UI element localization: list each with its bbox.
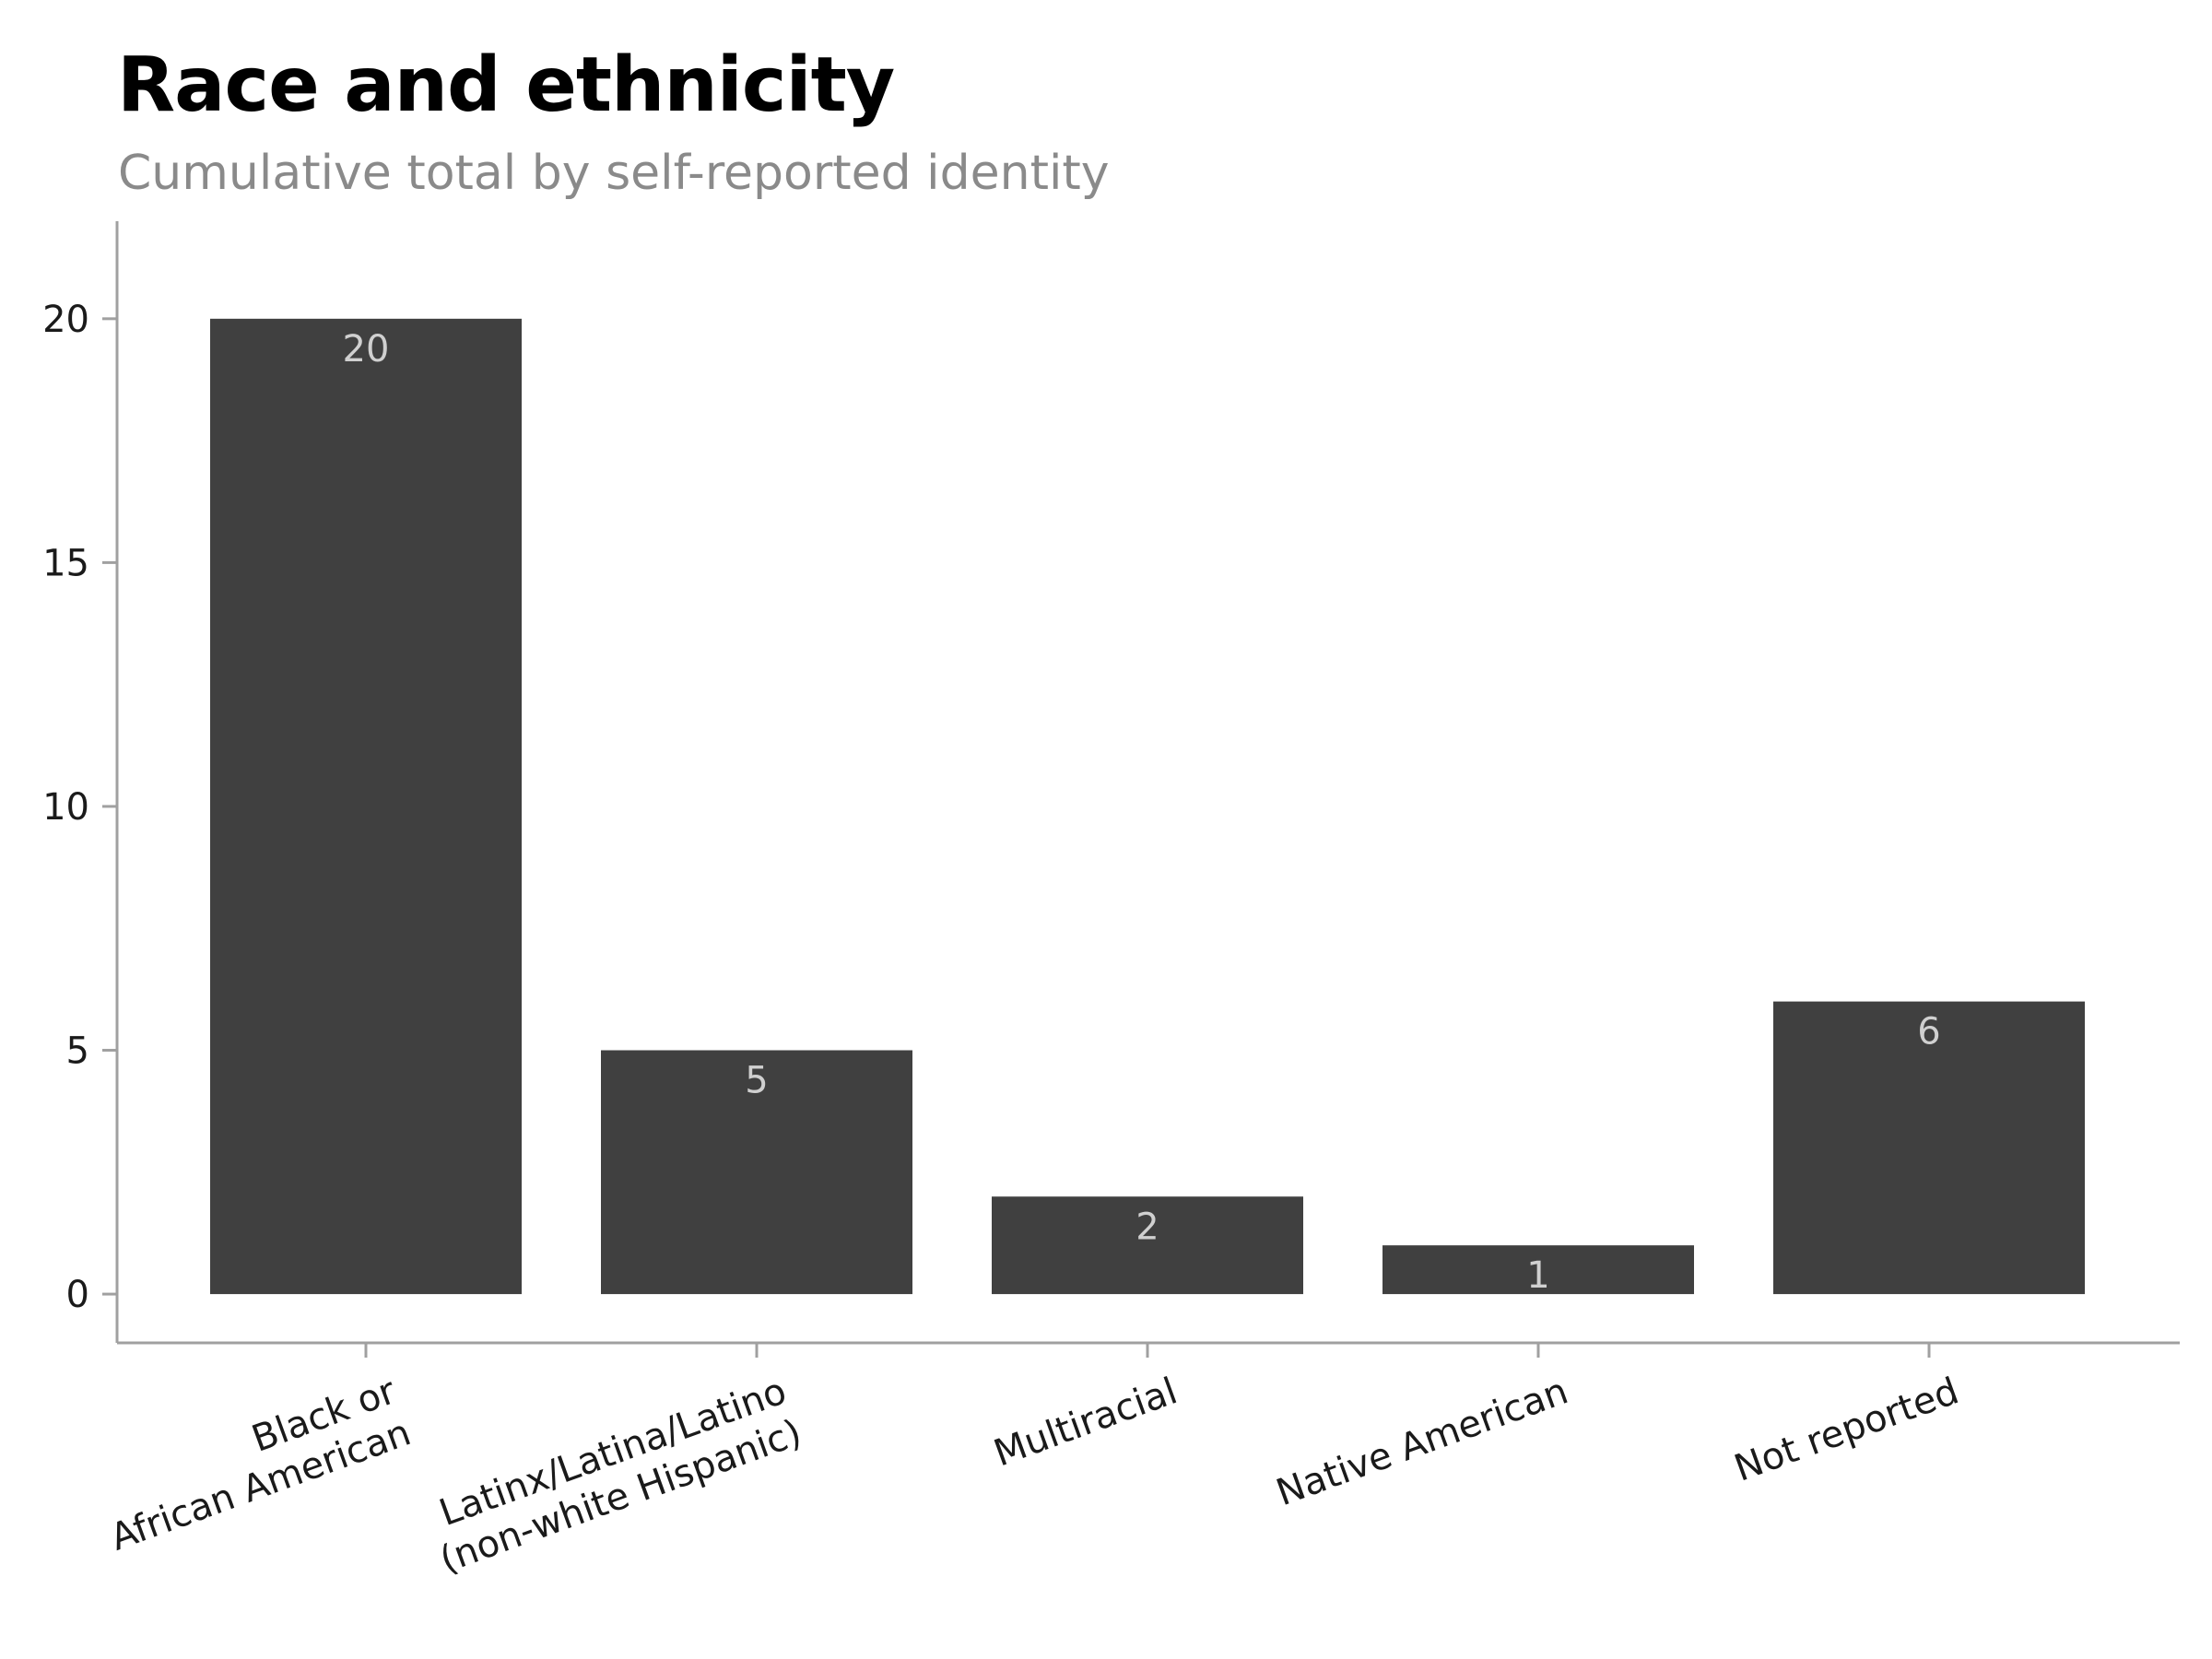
y-tick-label: 5 — [66, 1030, 89, 1073]
bar — [1382, 1245, 1694, 1295]
bar-value-label: 20 — [343, 328, 390, 371]
x-tick-label-line: Native American — [1271, 1370, 1573, 1514]
y-axis: 0 5 10 15 20 — [42, 221, 119, 1343]
data-labels: 20 5 2 1 6 — [343, 328, 1941, 1297]
y-tick-label: 20 — [42, 299, 89, 341]
y-tick-label: 15 — [42, 542, 89, 584]
y-tick-label: 10 — [42, 786, 89, 829]
bar-value-label: 6 — [1917, 1011, 1940, 1053]
x-tick-label: Native American — [1271, 1370, 1573, 1514]
chart-title: Race and ethnicity — [117, 41, 895, 129]
bar — [992, 1196, 1303, 1295]
y-tick-label: 0 — [66, 1274, 89, 1316]
chart-subtitle: Cumulative total by self-reported identi… — [118, 146, 1110, 201]
bar — [210, 318, 522, 1295]
x-tick-label-line: Not reported — [1729, 1370, 1964, 1489]
x-tick-label: Not reported — [1729, 1370, 1964, 1489]
x-tick-label: Latinx/Latina/Latino(non-white Hispanic) — [434, 1370, 807, 1582]
bar — [1773, 1001, 2085, 1295]
bars — [210, 318, 2085, 1295]
bar-value-label: 2 — [1135, 1206, 1159, 1248]
bar — [601, 1050, 912, 1295]
x-tick-label: Multiracial — [989, 1370, 1183, 1475]
x-tick-label-line: Multiracial — [989, 1370, 1183, 1475]
bar-value-label: 1 — [1526, 1254, 1549, 1297]
bar-value-label: 5 — [745, 1060, 768, 1102]
